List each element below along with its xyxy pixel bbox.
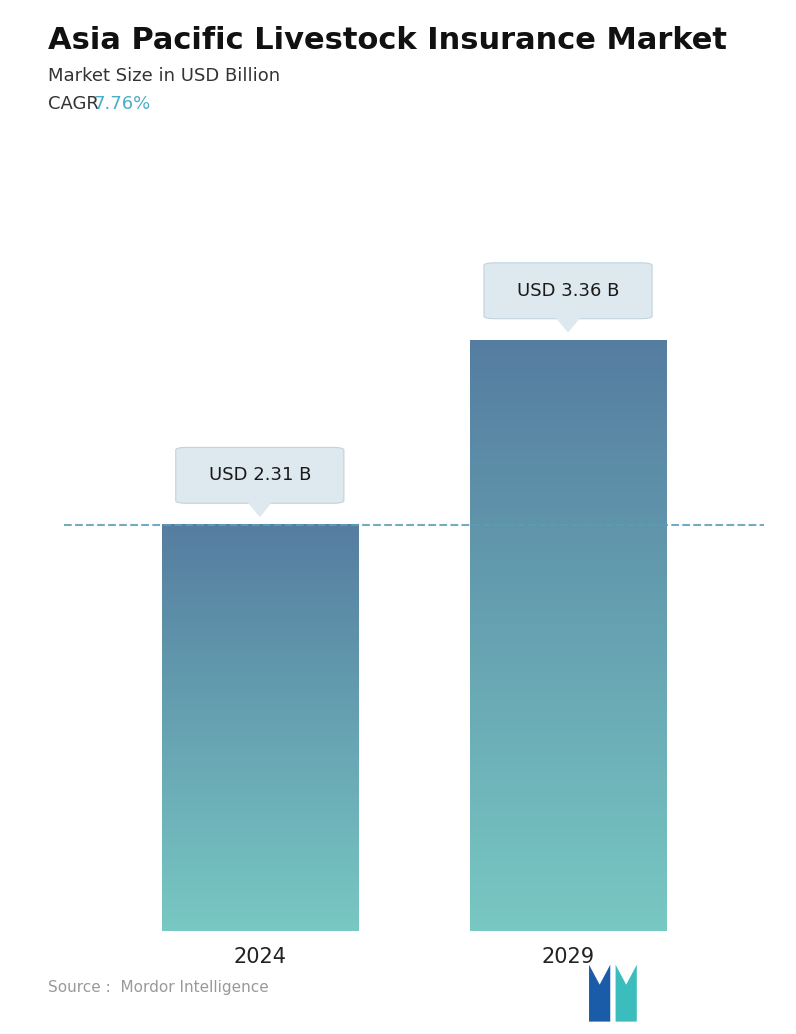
Polygon shape bbox=[589, 965, 611, 1022]
Text: USD 2.31 B: USD 2.31 B bbox=[209, 466, 311, 484]
Text: Source :  Mordor Intelligence: Source : Mordor Intelligence bbox=[48, 980, 268, 995]
Text: CAGR: CAGR bbox=[48, 95, 104, 113]
Text: 7.76%: 7.76% bbox=[93, 95, 150, 113]
Text: Asia Pacific Livestock Insurance Market: Asia Pacific Livestock Insurance Market bbox=[48, 26, 727, 55]
Polygon shape bbox=[615, 965, 637, 1022]
FancyBboxPatch shape bbox=[176, 448, 344, 504]
Polygon shape bbox=[248, 500, 272, 516]
FancyBboxPatch shape bbox=[484, 263, 652, 318]
Polygon shape bbox=[556, 316, 580, 332]
Text: Market Size in USD Billion: Market Size in USD Billion bbox=[48, 67, 280, 85]
Text: USD 3.36 B: USD 3.36 B bbox=[517, 281, 619, 300]
